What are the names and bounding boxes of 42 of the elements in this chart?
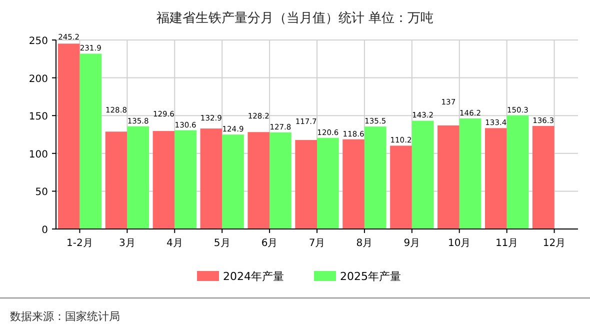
x-tick-label: 11月 xyxy=(495,238,518,249)
x-tick-label: 3月 xyxy=(118,238,136,249)
x-tick-label: 4月 xyxy=(166,238,183,249)
y-tick-label: 50 xyxy=(35,187,48,198)
y-tick-label: 100 xyxy=(28,149,48,160)
bar xyxy=(248,132,270,229)
bar xyxy=(412,120,434,229)
bar xyxy=(295,140,317,229)
bar xyxy=(58,44,80,229)
bar xyxy=(270,132,292,229)
bar xyxy=(152,131,175,229)
bar xyxy=(317,138,339,229)
x-tick-label: 12月 xyxy=(542,238,566,249)
bar xyxy=(438,125,460,229)
y-tick-label: 250 xyxy=(28,36,48,47)
legend-label: 2025年产量 xyxy=(340,270,401,283)
bar xyxy=(222,134,244,229)
source-note: 数据来源：国家统计局 xyxy=(10,310,120,323)
bar xyxy=(364,126,386,229)
bar xyxy=(532,126,554,229)
bar xyxy=(105,132,128,229)
bar xyxy=(506,115,529,229)
legend-label: 2024年产量 xyxy=(223,270,284,283)
bar xyxy=(127,126,150,229)
x-tick-label: 7月 xyxy=(308,238,326,249)
y-tick-label: 200 xyxy=(28,74,48,85)
x-tick-label: 6月 xyxy=(261,238,278,249)
bar xyxy=(390,146,412,229)
y-tick-label: 150 xyxy=(28,112,48,123)
bar xyxy=(80,54,102,229)
bar xyxy=(342,139,364,229)
bar xyxy=(459,118,482,229)
x-tick-label: 1-2月 xyxy=(66,238,93,249)
chart-title: 福建省生铁产量分月（当月值）统计 单位：万吨 xyxy=(156,11,434,26)
x-tick-label: 8月 xyxy=(356,238,373,249)
x-tick-label: 9月 xyxy=(404,238,420,249)
bar xyxy=(174,130,196,229)
x-tick-label: 5月 xyxy=(214,238,230,249)
y-tick-label: 0 xyxy=(42,225,48,236)
bar xyxy=(484,128,507,229)
x-tick-label: 10月 xyxy=(448,238,471,249)
bar xyxy=(200,128,222,229)
